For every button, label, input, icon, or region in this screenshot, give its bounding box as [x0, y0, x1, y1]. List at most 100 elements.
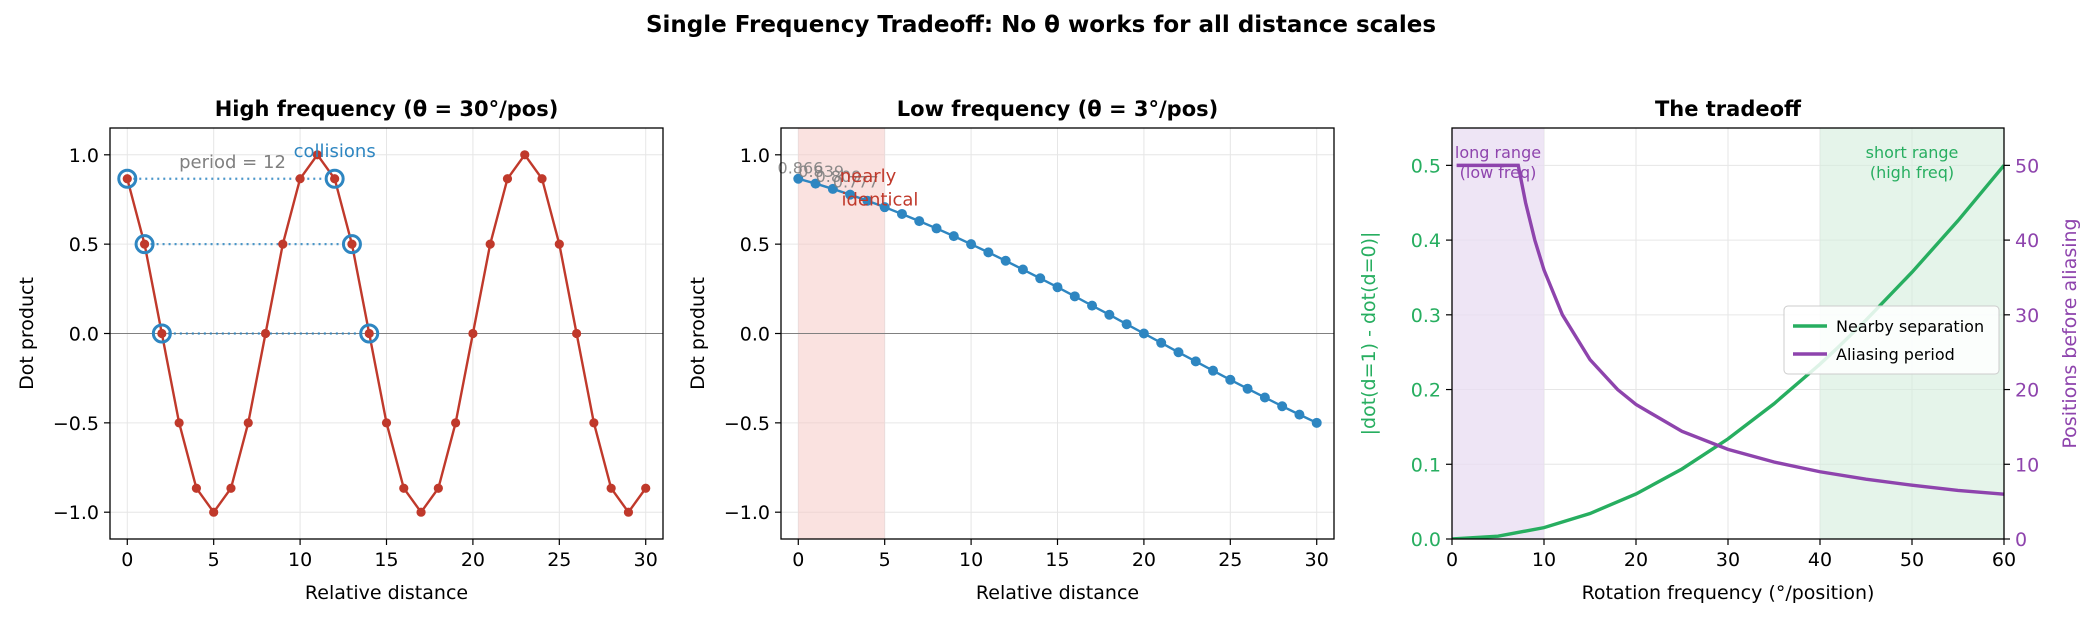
y-tick-label: 1.0 [740, 145, 770, 167]
data-point [381, 418, 392, 428]
data-point [502, 174, 513, 184]
data-point [623, 507, 634, 517]
data-point [1311, 417, 1322, 428]
annotation-value: 0.777 [833, 173, 879, 192]
x-tick-label: 30 [1716, 549, 1740, 571]
data-point [1138, 328, 1149, 339]
legend: Nearby separation Aliasing period [1783, 305, 2000, 375]
data-point [226, 483, 236, 493]
data-point [312, 150, 322, 160]
x-tick-label: 5 [879, 549, 891, 571]
y-tick-label-right: 50 [2015, 155, 2039, 177]
data-point [537, 174, 547, 184]
data-point [1052, 282, 1063, 293]
y-tick-label: 0.0 [1411, 529, 1441, 551]
region-label-short-line2: (high freq) [1870, 163, 1954, 182]
annotation-value: 0.839 [798, 162, 844, 181]
data-point [589, 418, 599, 428]
y-axis-label-left: |dot(d=1) - dot(d=0)| [1358, 232, 1380, 436]
data-point [485, 239, 495, 249]
collision-marker [341, 234, 362, 255]
data-point [451, 418, 461, 428]
data-point [191, 483, 202, 493]
legend-label: Aliasing period [1836, 345, 1955, 364]
collision-marker [324, 168, 345, 189]
y-tick-label: 0.1 [1411, 454, 1441, 476]
data-point [260, 328, 271, 339]
data-point [1173, 347, 1184, 358]
data-point [468, 328, 478, 339]
data-point [554, 239, 564, 249]
y-tick-label: 0.4 [1411, 230, 1441, 252]
annotation-nearly: nearly [840, 166, 897, 187]
x-tick-label: 15 [1045, 549, 1069, 571]
data-point [606, 483, 616, 493]
x-tick-label: 20 [461, 549, 485, 571]
data-point [1294, 409, 1305, 420]
y-tick-label: 0.5 [69, 234, 99, 256]
axis-ticks: 0 5 10 15 20 25 30 −1.0 −0.5 0.0 0.5 1.0 [53, 145, 658, 571]
annotation-value: 0.866 [778, 158, 824, 177]
y-tick-label: 0.3 [1411, 305, 1441, 327]
series-aliasing-period [1456, 163, 2004, 496]
x-tick-label: 10 [1532, 549, 1556, 571]
y-tick-label-right: 0 [2015, 529, 2027, 551]
y-tick-label: 0.2 [1411, 380, 1441, 402]
annotation-identical: identical [841, 189, 918, 210]
data-point [1104, 309, 1115, 320]
data-point [948, 231, 959, 242]
y-axis-label-right: Positions before aliasing [2059, 218, 2081, 448]
data-point [879, 202, 890, 213]
y-axis-label: Dot product [16, 277, 38, 390]
legend-label: Nearby separation [1836, 317, 1984, 336]
y-axis-label: Dot product [687, 277, 709, 390]
x-tick-label: 10 [959, 549, 983, 571]
chart-title: Low frequency (θ = 3°/pos) [897, 97, 1218, 121]
data-point [1190, 356, 1201, 367]
data-point [433, 483, 443, 493]
x-tick-label: 50 [1900, 549, 1924, 571]
data-point [1035, 273, 1046, 284]
data-point [122, 174, 132, 184]
annotation-period: period = 12 [179, 152, 286, 173]
data-point [364, 328, 374, 339]
data-point [1208, 365, 1219, 376]
data-point [966, 239, 977, 250]
x-tick-label: 0 [1446, 549, 1458, 571]
data-point [845, 189, 856, 200]
data-point [896, 208, 907, 219]
collision-marker [359, 323, 380, 344]
y-tick-label: 0.5 [740, 234, 770, 256]
y-tick-label: 0.0 [69, 324, 99, 346]
y-tick-label: −1.0 [724, 502, 770, 524]
y-tick-label-right: 30 [2015, 305, 2039, 327]
data-point [1069, 291, 1080, 302]
collision-marker [117, 168, 138, 189]
data-point [1017, 264, 1028, 275]
data-point [416, 507, 426, 517]
plot-area: period = 12 collisions [109, 127, 664, 540]
data-point [862, 195, 873, 206]
x-tick-label: 0 [792, 549, 804, 571]
x-tick-label: 25 [547, 549, 571, 571]
figure-title: Single Frequency Tradeoff: No θ works fo… [646, 12, 1436, 38]
data-point [520, 150, 530, 160]
data-point [1242, 383, 1253, 394]
y-tick-label-right: 10 [2015, 454, 2039, 476]
y-tick-label: −0.5 [53, 413, 99, 435]
data-point [1225, 374, 1236, 385]
data-point [1259, 392, 1270, 403]
data-point [399, 483, 409, 493]
data-point [793, 173, 804, 184]
data-point [209, 507, 219, 517]
x-tick-label: 15 [374, 549, 398, 571]
data-point [641, 483, 651, 493]
y-tick-label-right: 40 [2015, 230, 2039, 252]
data-point [931, 223, 942, 234]
data-point [174, 418, 184, 428]
collision-marker [134, 234, 155, 255]
region-label-long-line1: long range [1455, 143, 1541, 162]
